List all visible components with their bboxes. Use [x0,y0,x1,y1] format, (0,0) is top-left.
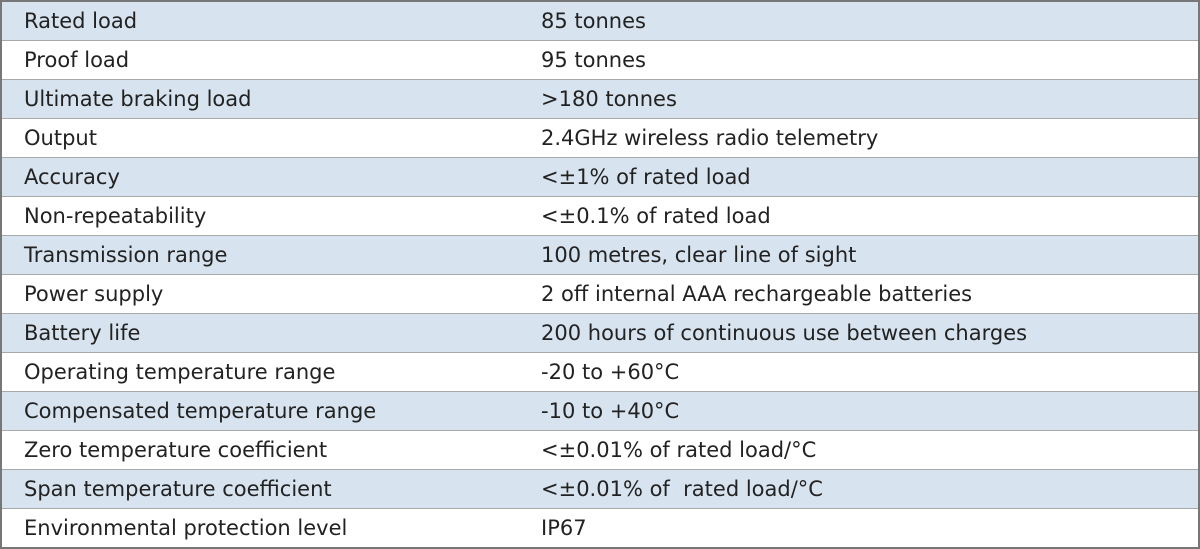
table-row: Rated load 85 tonnes [1,0,1199,41]
table-row: Zero temperature coefficient <±0.01% of r… [1,430,1199,470]
spec-value: -10 to +40°C [519,391,1199,431]
table-row: Output 2.4GHz wireless radio telemetry [1,118,1199,158]
spec-label: Power supply [1,274,519,314]
spec-value: 200 hours of continuous use between char… [519,313,1199,353]
spec-label: Proof load [1,40,519,80]
spec-label: Ultimate braking load [1,79,519,119]
spec-value: 2.4GHz wireless radio telemetry [519,118,1199,158]
table-row: Battery life 200 hours of continuous use … [1,313,1199,353]
table-row: Operating temperature range -20 to +60°C [1,352,1199,392]
spec-value: >180 tonnes [519,79,1199,119]
table-row: Environmental protection level IP67 [1,508,1199,548]
spec-value: -20 to +60°C [519,352,1199,392]
table-row: Proof load 95 tonnes [1,40,1199,80]
spec-label: Output [1,118,519,158]
spec-label: Battery life [1,313,519,353]
spec-label: Rated load [1,0,519,41]
spec-label: Span temperature coefficient [1,469,519,509]
spec-label: Accuracy [1,157,519,197]
spec-value: IP67 [519,508,1199,548]
table-row: Compensated temperature range -10 to +40°… [1,391,1199,431]
spec-value: <±0.01% of rated load/°C [519,430,1199,470]
table-row: Accuracy <±1% of rated load [1,157,1199,197]
table-row: Transmission range 100 metres, clear line… [1,235,1199,275]
table-row: Power supply 2 off internal AAA rechargea… [1,274,1199,314]
spec-label: Compensated temperature range [1,391,519,431]
spec-value: <±0.01% of rated load/°C [519,469,1199,509]
spec-value: <±1% of rated load [519,157,1199,197]
table-row: Span temperature coefficient <±0.01% of r… [1,469,1199,509]
spec-value: 2 off internal AAA rechargeable batterie… [519,274,1199,314]
spec-value: 100 metres, clear line of sight [519,235,1199,275]
spec-label: Zero temperature coefficient [1,430,519,470]
table-row: Non-repeatability <±0.1% of rated load [1,196,1199,236]
spec-label: Environmental protection level [1,508,519,548]
spec-label: Non-repeatability [1,196,519,236]
spec-value: 95 tonnes [519,40,1199,80]
spec-value: <±0.1% of rated load [519,196,1199,236]
spec-label: Operating temperature range [1,352,519,392]
spec-value: 85 tonnes [519,0,1199,41]
spec-label: Transmission range [1,235,519,275]
table-row: Ultimate braking load >180 tonnes [1,79,1199,119]
